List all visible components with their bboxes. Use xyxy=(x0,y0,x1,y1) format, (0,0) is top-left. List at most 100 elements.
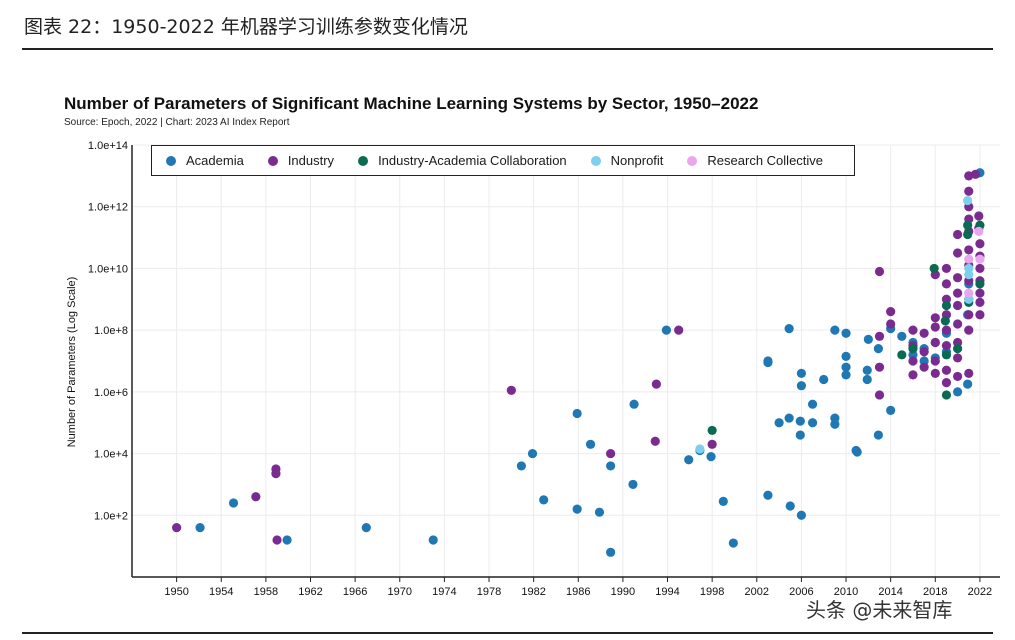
point-industry xyxy=(964,186,974,196)
point-industry xyxy=(964,325,974,335)
point-research-collective xyxy=(974,226,984,236)
y-tick-label: 1.0e+14 xyxy=(88,140,128,152)
point-academia xyxy=(684,455,694,465)
legend-label: Research Collective xyxy=(707,153,824,168)
point-academia xyxy=(572,408,582,419)
point-academia xyxy=(606,461,616,471)
legend-item-industry-academia-collaboration: Industry-Academia Collaboration xyxy=(358,153,567,168)
y-tick-label: 1.0e+8 xyxy=(94,325,128,337)
point-academia xyxy=(873,344,883,354)
point-academia xyxy=(785,501,795,511)
point-industry xyxy=(941,340,952,351)
point-industry xyxy=(953,300,963,311)
x-tick-label: 2006 xyxy=(789,586,813,598)
point-industry xyxy=(941,279,952,289)
point-industry xyxy=(650,436,660,446)
point-academia xyxy=(539,495,549,505)
point-research-collective xyxy=(975,254,985,264)
point-industry xyxy=(908,356,918,366)
point-industry-academia-collaboration xyxy=(953,344,963,354)
x-tick-label: 1990 xyxy=(611,586,635,598)
x-tick-label: 1970 xyxy=(388,586,412,598)
chart-subtitle: Source: Epoch, 2022 | Chart: 2023 AI Ind… xyxy=(64,117,290,128)
point-academia xyxy=(763,490,773,500)
y-tick-label: 1.0e+2 xyxy=(94,510,128,522)
point-industry xyxy=(874,266,885,277)
point-industry xyxy=(930,337,940,348)
point-industry xyxy=(974,211,984,221)
point-academia xyxy=(852,447,862,457)
point-industry xyxy=(251,492,261,502)
point-research-collective xyxy=(964,288,974,298)
point-academia xyxy=(527,448,538,459)
point-academia xyxy=(830,419,840,429)
point-academia xyxy=(841,370,851,380)
point-nonprofit xyxy=(963,195,973,206)
point-industry xyxy=(271,469,281,479)
point-industry xyxy=(908,370,918,380)
point-academia xyxy=(807,399,818,409)
point-industry xyxy=(964,310,974,320)
point-industry xyxy=(919,362,929,372)
x-tick-label: 2002 xyxy=(745,586,769,598)
point-industry xyxy=(941,263,952,274)
data-points xyxy=(172,168,985,557)
point-academia xyxy=(572,504,582,514)
point-industry xyxy=(975,310,985,320)
point-industry xyxy=(953,229,963,240)
point-industry xyxy=(975,239,985,249)
point-industry xyxy=(953,273,963,283)
point-academia xyxy=(841,351,851,361)
point-academia xyxy=(897,331,907,341)
point-industry xyxy=(930,356,940,366)
point-industry xyxy=(964,245,974,255)
point-nonprofit xyxy=(964,270,974,280)
legend-label: Academia xyxy=(186,153,244,168)
point-industry xyxy=(953,319,963,329)
y-axis-label: Number of Parameters (Log Scale) xyxy=(66,277,78,448)
point-academia xyxy=(629,399,639,409)
point-industry xyxy=(919,347,929,357)
point-academia xyxy=(718,496,728,506)
point-industry xyxy=(874,331,885,341)
x-tick-label: 1966 xyxy=(343,586,367,598)
point-academia xyxy=(796,510,807,520)
watermark-text: 头条 @未来智库 xyxy=(806,598,953,622)
x-tick-label: 2010 xyxy=(834,586,858,598)
point-industry-academia-collaboration xyxy=(929,263,939,274)
x-tick-label: 1986 xyxy=(566,586,590,598)
y-tick-label: 1.0e+6 xyxy=(94,387,128,399)
point-academia xyxy=(228,498,239,508)
point-industry xyxy=(172,523,182,533)
point-industry xyxy=(886,319,896,329)
point-academia xyxy=(795,416,805,426)
point-industry xyxy=(953,371,963,382)
bottom-rule xyxy=(22,632,993,634)
y-tick-labels: 1.0e+2 1.0e+4 1.0e+6 1.0e+8 1.0e+10 1.0e+12 1.… xyxy=(88,140,128,522)
point-industry xyxy=(953,288,963,298)
point-industry-academia-collaboration xyxy=(941,300,952,311)
point-academia xyxy=(796,381,807,391)
legend-swatch xyxy=(687,155,698,166)
figure-caption: 图表 22：1950-2022 年机器学习训练参数变化情况 xyxy=(24,16,468,38)
point-industry-academia-collaboration xyxy=(707,425,717,436)
point-industry xyxy=(919,328,929,338)
x-tick-label: 1974 xyxy=(432,586,456,598)
legend-swatch xyxy=(358,155,369,166)
point-industry-academia-collaboration xyxy=(975,279,985,289)
point-industry xyxy=(930,313,940,323)
legend-label: Industry-Academia Collaboration xyxy=(378,153,567,168)
point-academia xyxy=(841,362,851,372)
point-academia xyxy=(706,452,716,462)
point-academia xyxy=(963,379,973,389)
legend-swatch xyxy=(166,155,176,166)
point-academia xyxy=(841,328,851,338)
point-academia xyxy=(784,324,794,334)
point-industry xyxy=(970,169,981,179)
legend-item-industry: Industry xyxy=(267,153,334,168)
point-industry xyxy=(975,297,985,307)
point-industry xyxy=(886,307,896,317)
point-nonprofit xyxy=(695,444,705,454)
point-industry-academia-collaboration xyxy=(941,390,952,400)
x-tick-label: 2022 xyxy=(968,586,992,598)
